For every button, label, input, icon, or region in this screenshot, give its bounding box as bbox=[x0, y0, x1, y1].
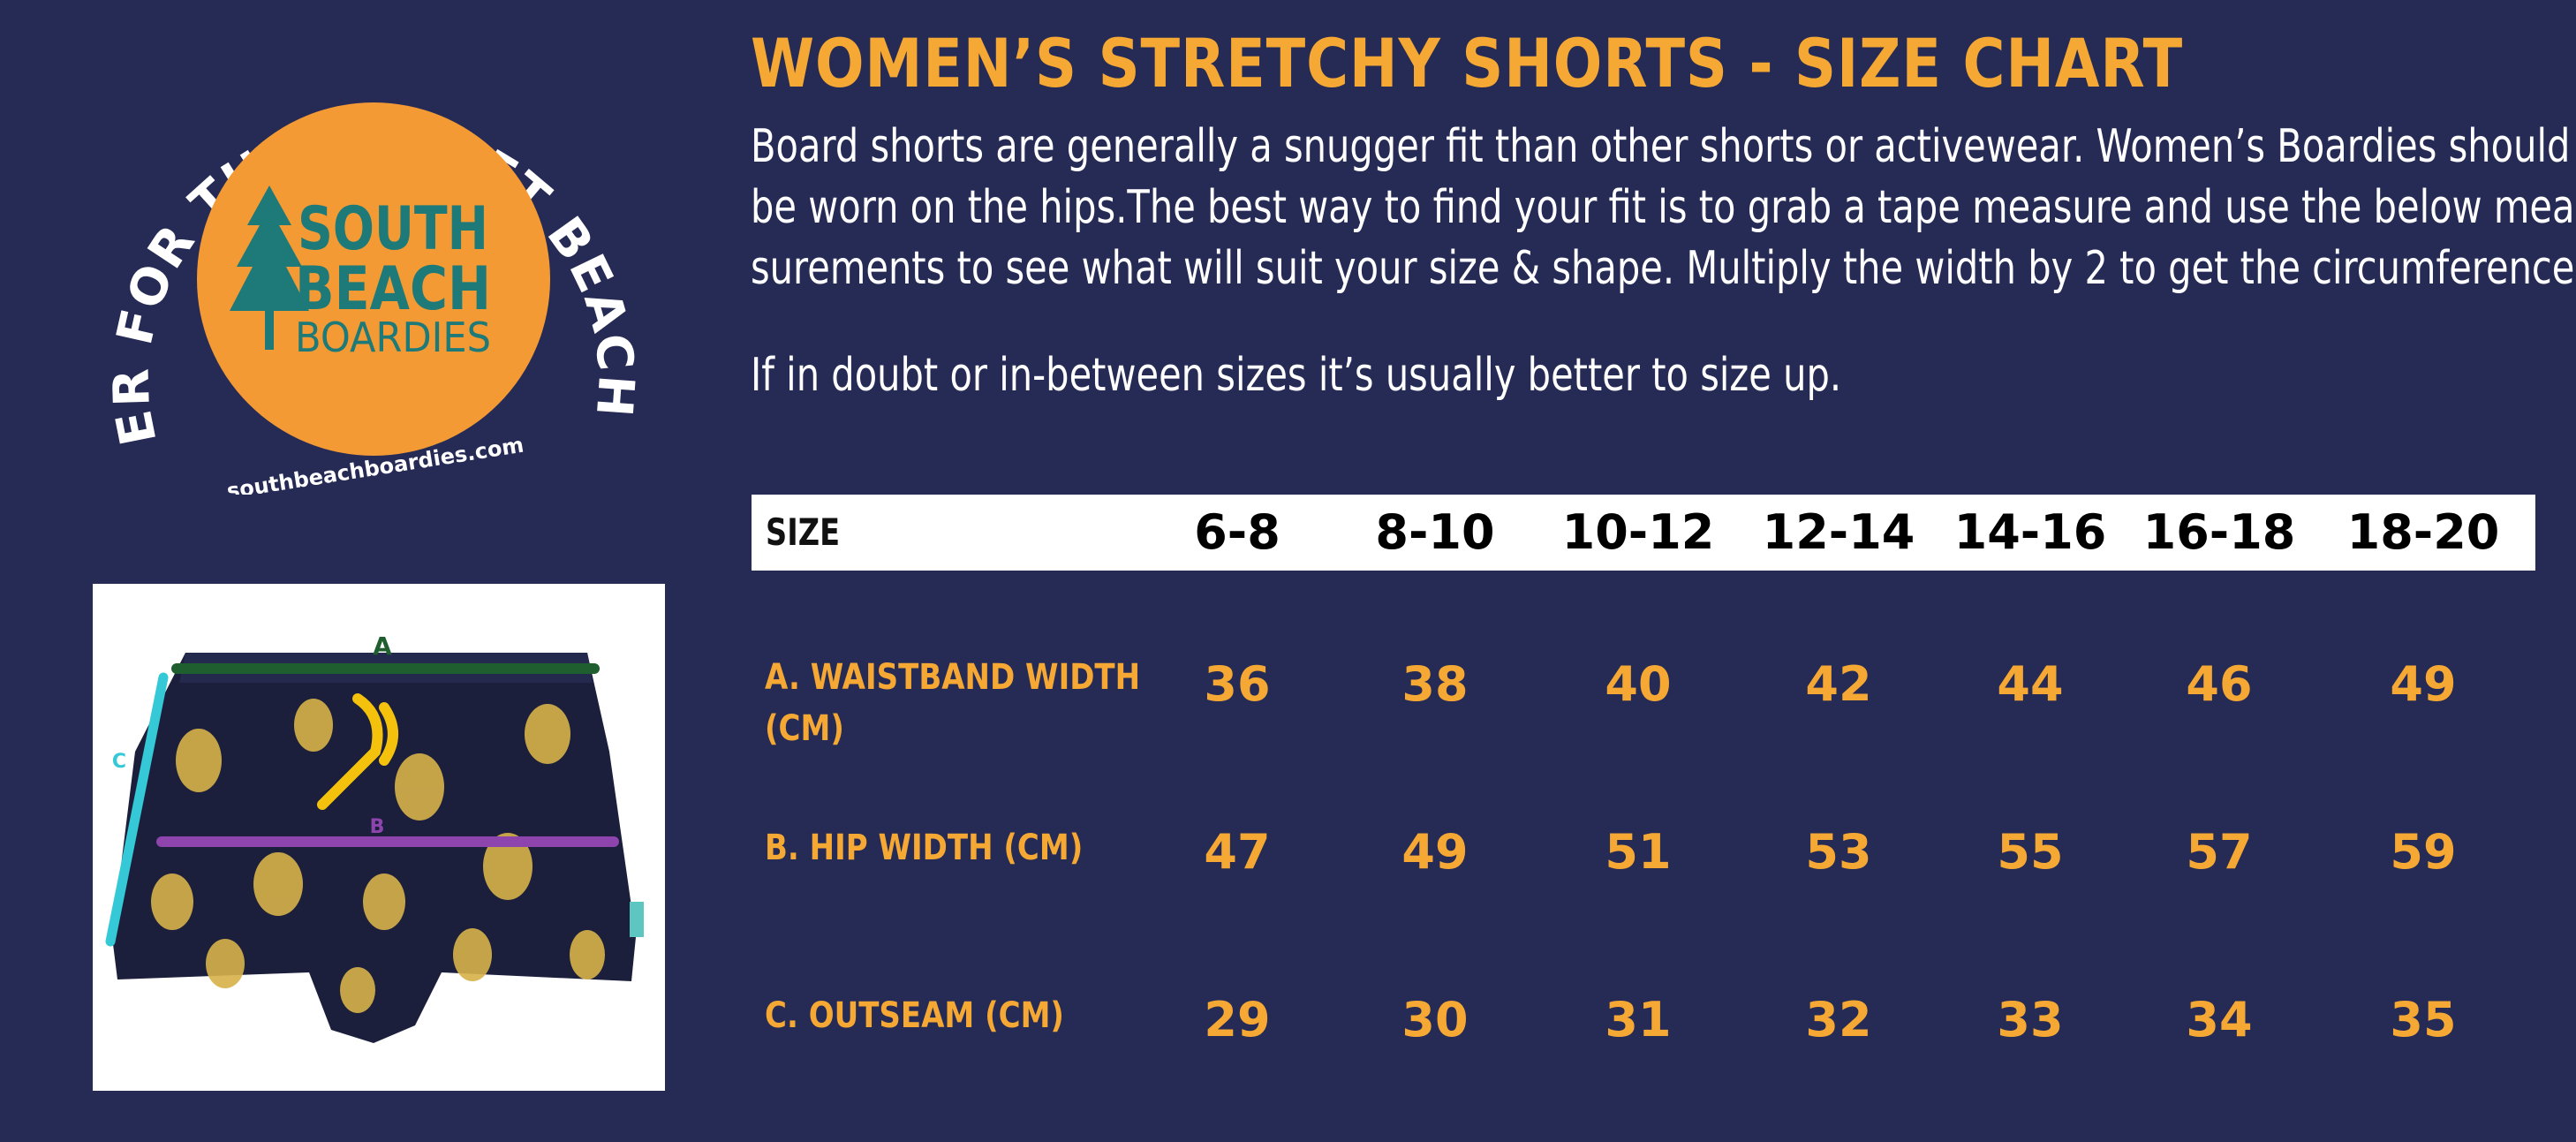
row-label-waistband: A. WAISTBAND WIDTH (CM) bbox=[765, 657, 1141, 749]
table-cell: 49 bbox=[1401, 824, 1469, 880]
page-title: WOMEN’S STRETCHY SHORTS - SIZE CHART bbox=[751, 24, 2184, 102]
table-cell: 33 bbox=[1997, 992, 2064, 1047]
size-header-cell: 16-18 bbox=[2142, 504, 2296, 560]
description-line: be worn on the hips.The best way to find… bbox=[751, 181, 2576, 234]
size-header-cell: 12-14 bbox=[1762, 504, 1915, 560]
table-cell: 44 bbox=[1997, 656, 2064, 712]
table-cell: 34 bbox=[2186, 992, 2253, 1047]
logo-brand-beach: BEACH bbox=[295, 254, 491, 324]
table-cell: 32 bbox=[1805, 992, 1872, 1047]
logo-brand-south: SOUTH bbox=[298, 194, 488, 264]
svg-text:A: A bbox=[373, 632, 392, 661]
table-cell: 35 bbox=[2390, 992, 2457, 1047]
description-line: surements to see what will suit your siz… bbox=[751, 242, 2575, 295]
size-label: SIZE bbox=[766, 510, 841, 554]
table-cell: 46 bbox=[2186, 656, 2253, 712]
row-label-outseam: C. OUTSEAM (CM) bbox=[765, 995, 1064, 1036]
row-label-hip: B. HIP WIDTH (CM) bbox=[765, 828, 1084, 868]
size-header-cell: 14-16 bbox=[1953, 504, 2107, 560]
table-cell: 57 bbox=[2186, 824, 2253, 880]
tree-icon bbox=[230, 185, 309, 350]
table-cell: 51 bbox=[1605, 824, 1672, 880]
table-cell: 36 bbox=[1204, 656, 1271, 712]
measure-line-a: A bbox=[171, 632, 600, 674]
description: Board shorts are generally a snugger fit… bbox=[751, 117, 2576, 406]
table-cell: 47 bbox=[1204, 824, 1271, 880]
size-header-cell: 8-10 bbox=[1375, 504, 1495, 560]
logo-brand-boardies: BOARDIES bbox=[295, 314, 491, 361]
size-header-cell: 10-12 bbox=[1561, 504, 1715, 560]
measure-line-b: B bbox=[156, 816, 619, 847]
product-photo: A B C bbox=[93, 584, 665, 1091]
table-cell: 38 bbox=[1401, 656, 1469, 712]
description-line: Board shorts are generally a snugger fit… bbox=[751, 120, 2571, 173]
table-cell: 55 bbox=[1997, 824, 2064, 880]
sizing-note: If in doubt or in-between sizes it’s usu… bbox=[751, 349, 1842, 402]
measure-line-c: C bbox=[105, 672, 169, 947]
table-cell: 42 bbox=[1805, 656, 1872, 712]
table-cell: 53 bbox=[1805, 824, 1872, 880]
size-header-cell: 18-20 bbox=[2346, 504, 2500, 560]
logo-circle bbox=[197, 102, 550, 456]
brand-logo: BETTER FOR THE PLANET BEACHWEAR SOUTH BE… bbox=[88, 18, 636, 495]
svg-text:C: C bbox=[112, 751, 126, 773]
size-header-cell: 6-8 bbox=[1194, 504, 1280, 560]
table-cell: 30 bbox=[1401, 992, 1469, 1047]
table-cell: 40 bbox=[1605, 656, 1672, 712]
size-header-row: SIZE 6-8 8-10 10-12 12-14 14-16 16-18 18… bbox=[752, 495, 2535, 571]
table-cell: 29 bbox=[1204, 992, 1271, 1047]
table-cell: 49 bbox=[2390, 656, 2457, 712]
logo-graphic: BETTER FOR THE PLANET BEACHWEAR SOUTH BE… bbox=[88, 18, 636, 495]
table-cell: 31 bbox=[1605, 992, 1672, 1047]
table-cell: 59 bbox=[2390, 824, 2457, 880]
shorts-illustration bbox=[112, 653, 644, 1043]
svg-text:B: B bbox=[370, 816, 385, 838]
